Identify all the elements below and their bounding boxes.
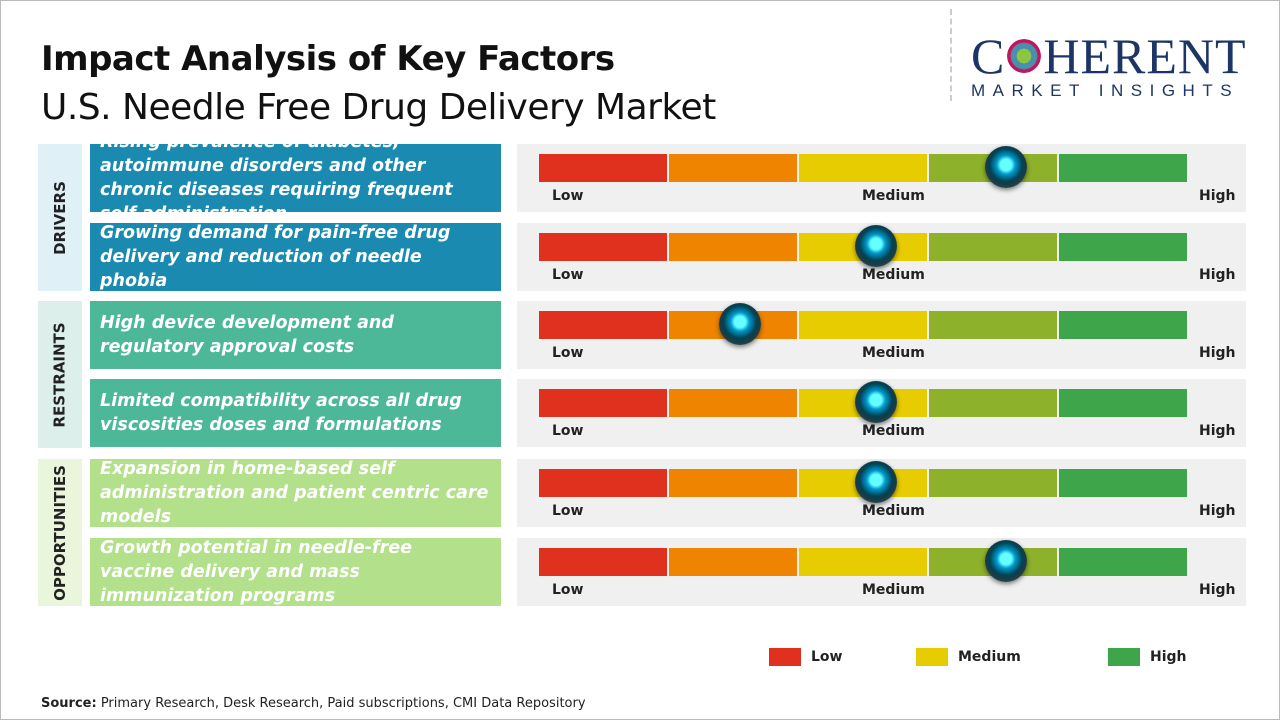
legend-swatch xyxy=(1108,648,1140,666)
gauge-bar xyxy=(539,154,1187,182)
gauge-segment xyxy=(929,389,1057,417)
high-label: High xyxy=(1199,267,1236,283)
gauge-segment xyxy=(799,154,927,182)
gauge-segment xyxy=(929,233,1057,261)
high-label: High xyxy=(1199,423,1236,439)
gauge-segment xyxy=(1059,233,1187,261)
gauge-segment xyxy=(669,548,797,576)
gauge-segment xyxy=(1059,548,1187,576)
gauge-segment xyxy=(669,389,797,417)
gauge-bar xyxy=(539,548,1187,576)
gauge-segment xyxy=(539,154,667,182)
medium-label: Medium xyxy=(862,582,925,598)
low-label: Low xyxy=(552,423,584,439)
low-label: Low xyxy=(552,503,584,519)
gauge-segment xyxy=(669,154,797,182)
legend-swatch xyxy=(769,648,801,666)
impact-indicator xyxy=(984,146,1027,188)
impact-gauge: Low Medium High xyxy=(517,301,1246,369)
gauge-segment xyxy=(539,469,667,497)
medium-label: Medium xyxy=(862,423,925,439)
factor-text: Rising prevalence of diabetes, autoimmun… xyxy=(90,132,501,224)
page-title: Impact Analysis of Key Factors xyxy=(41,39,615,79)
low-label: Low xyxy=(552,582,584,598)
impact-indicator xyxy=(718,303,761,345)
gauge-segment xyxy=(1059,154,1187,182)
category-label: DRIVERS xyxy=(38,144,82,291)
gauge-segment xyxy=(1059,389,1187,417)
medium-label: Medium xyxy=(862,345,925,361)
company-logo: C HERENT MARKET INSIGHTS xyxy=(971,28,1247,100)
factor-text: Growth potential in needle-free vaccine … xyxy=(90,538,501,606)
high-label: High xyxy=(1199,582,1236,598)
gauge-segment xyxy=(669,233,797,261)
legend-item: Medium xyxy=(916,648,1021,666)
impact-indicator xyxy=(854,461,897,503)
category-label: OPPORTUNITIES xyxy=(38,459,82,606)
divider xyxy=(950,9,952,101)
factor-text: High device development and regulatory a… xyxy=(90,301,501,369)
gauge-segment xyxy=(539,311,667,339)
legend-item: High xyxy=(1108,648,1187,666)
source-note: Source: Primary Research, Desk Research,… xyxy=(41,696,586,711)
factor-text: Growing demand for pain-free drug delive… xyxy=(90,223,501,291)
legend-swatch xyxy=(916,648,948,666)
gauge-bar xyxy=(539,469,1187,497)
gauge-segment xyxy=(929,311,1057,339)
gauge-segment xyxy=(1059,311,1187,339)
globe-icon xyxy=(1007,39,1042,73)
gauge-segment xyxy=(539,233,667,261)
gauge-segment xyxy=(799,311,927,339)
medium-label: Medium xyxy=(862,188,925,204)
legend-item: Low xyxy=(769,648,842,666)
impact-gauge: Low Medium High xyxy=(517,144,1246,212)
impact-indicator xyxy=(854,225,897,267)
low-label: Low xyxy=(552,188,584,204)
gauge-segment xyxy=(929,469,1057,497)
impact-gauge: Low Medium High xyxy=(517,538,1246,606)
factor-text: Limited compatibility across all drug vi… xyxy=(90,379,501,447)
gauge-segment xyxy=(539,389,667,417)
gauge-bar xyxy=(539,311,1187,339)
impact-gauge: Low Medium High xyxy=(517,379,1246,447)
high-label: High xyxy=(1199,188,1236,204)
category-label: RESTRAINTS xyxy=(38,301,82,448)
impact-indicator xyxy=(984,540,1027,582)
factor-text: Expansion in home-based self administrat… xyxy=(90,459,501,527)
high-label: High xyxy=(1199,345,1236,361)
impact-indicator xyxy=(854,381,897,423)
medium-label: Medium xyxy=(862,503,925,519)
impact-gauge: Low Medium High xyxy=(517,223,1246,291)
low-label: Low xyxy=(552,267,584,283)
high-label: High xyxy=(1199,503,1236,519)
gauge-segment xyxy=(799,548,927,576)
gauge-segment xyxy=(539,548,667,576)
page-subtitle: U.S. Needle Free Drug Delivery Market xyxy=(41,87,716,128)
impact-gauge: Low Medium High xyxy=(517,459,1246,527)
gauge-segment xyxy=(1059,469,1187,497)
medium-label: Medium xyxy=(862,267,925,283)
low-label: Low xyxy=(552,345,584,361)
gauge-segment xyxy=(669,469,797,497)
